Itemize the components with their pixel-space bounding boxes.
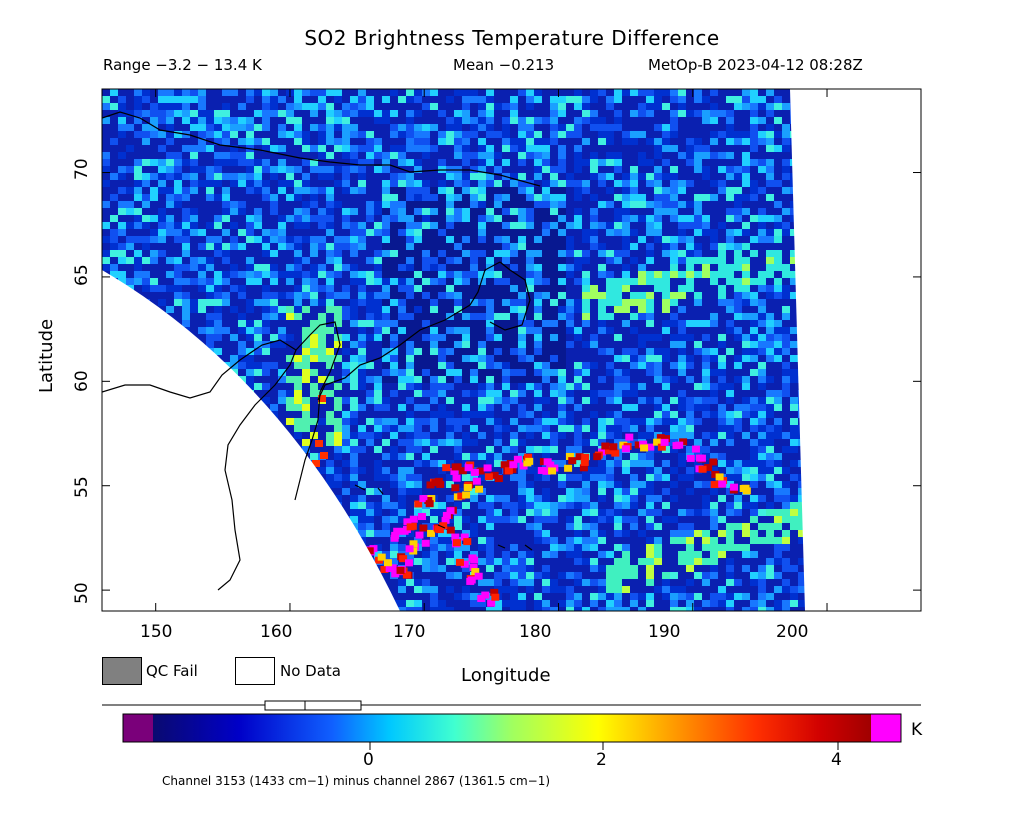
y-tick-label: 65 (72, 264, 92, 286)
colorbar-tick-label: 4 (831, 750, 842, 770)
x-tick-label: 170 (393, 622, 426, 642)
mean-text: Mean −0.213 (453, 56, 555, 74)
y-tick-label: 55 (72, 476, 92, 498)
x-tick-marks (155, 89, 828, 611)
plot-frame (101, 88, 922, 612)
channel-footnote: Channel 3153 (1433 cm−1) minus channel 2… (162, 774, 551, 788)
y-tick-label: 50 (72, 582, 92, 604)
satellite-time-text: MetOp-B 2023-04-12 08:28Z (648, 56, 863, 74)
y-axis-label: Latitude (36, 318, 57, 393)
range-slider[interactable] (264, 700, 362, 711)
x-tick-label: 200 (776, 622, 809, 642)
no-data-label: No Data (280, 662, 341, 680)
colorbar-high-swatch (871, 714, 901, 742)
no-data-left-region (102, 270, 400, 611)
x-tick-label: 180 (519, 622, 552, 642)
colorbar-tick-label: 0 (363, 750, 374, 770)
coastline-kamchatka-north (102, 321, 341, 399)
no-data-right-region (790, 89, 921, 611)
coastline-aleutian (354, 484, 533, 551)
range-text: Range −3.2 − 13.4 K (103, 56, 262, 74)
colorbar-low-swatch (123, 714, 153, 742)
y-tick-label: 70 (72, 158, 92, 180)
data-swath (102, 89, 921, 611)
x-axis-label: Longitude (461, 665, 551, 686)
qc-fail-swatch (102, 657, 142, 685)
x-tick-label: 150 (140, 622, 173, 642)
coastline-kamchatka-peninsula (217, 349, 297, 591)
y-tick-marks (102, 172, 921, 591)
coastline-siberia-north (102, 111, 541, 187)
colorbar-tick-marks (369, 742, 839, 750)
colorbar-tick-label: 2 (596, 750, 607, 770)
x-tick-label: 160 (260, 622, 293, 642)
coastline-kamchatka-east (294, 391, 321, 501)
y-tick-label: 60 (72, 370, 92, 392)
colorbar-gradient (153, 714, 871, 742)
coastline-chukotka-tip (489, 261, 531, 331)
qc-fail-label: QC Fail (146, 662, 198, 680)
page-title: SO2 Brightness Temperature Difference (304, 26, 720, 50)
no-data-swatch (235, 657, 275, 685)
x-tick-label: 190 (648, 622, 681, 642)
colorbar-unit: K (911, 720, 923, 740)
colorbar-frame (122, 713, 902, 743)
coastlines (102, 111, 541, 591)
coastline-chukotka (317, 261, 501, 401)
